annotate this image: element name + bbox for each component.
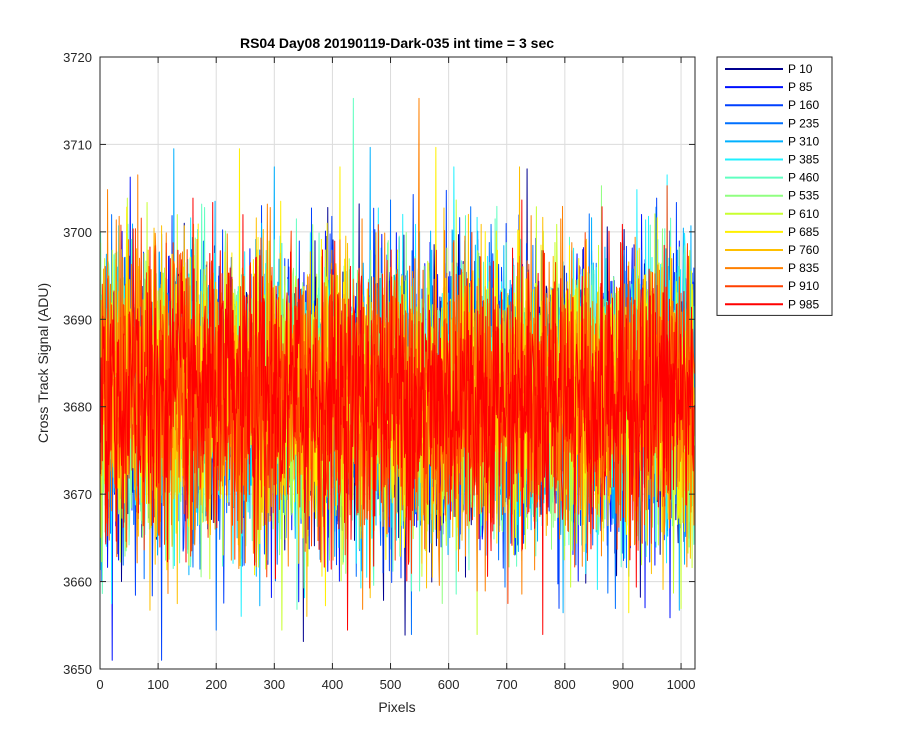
legend-label: P 10	[788, 62, 813, 76]
x-axis-label: Pixels	[378, 699, 415, 715]
y-tick-label: 3700	[63, 225, 92, 240]
axes-box	[99, 56, 696, 670]
y-tick-label: 3680	[63, 400, 92, 415]
x-tick-label: 600	[438, 677, 460, 692]
y-tick-label: 3660	[63, 575, 92, 590]
x-tick-label: 1000	[667, 677, 696, 692]
y-axis-label: Cross Track Signal (ADU)	[35, 283, 51, 443]
x-tick-label: 500	[380, 677, 402, 692]
legend-label: P 685	[788, 225, 819, 239]
legend-label: P 385	[788, 153, 819, 167]
legend-label: P 160	[788, 98, 819, 112]
x-tick-label: 900	[612, 677, 634, 692]
y-tick-label: 3670	[63, 487, 92, 502]
x-tick-label: 300	[263, 677, 285, 692]
series-line	[99, 197, 695, 636]
x-tick-label: 400	[322, 677, 344, 692]
y-tick-label: 3690	[63, 312, 92, 327]
x-tick-label: 200	[205, 677, 227, 692]
axis-ticks: 0 100 200 300 400 500 600 700 800 900 1000 3650 3660…	[63, 50, 695, 692]
legend-label: P 535	[788, 189, 819, 203]
series-lines	[99, 97, 695, 661]
x-tick-label: 100	[147, 677, 169, 692]
chart-title: RS04 Day08 20190119-Dark-035 int time = …	[240, 35, 554, 51]
legend-label: P 85	[788, 80, 813, 94]
legend: P 10 P 85 P 160 P 235 P 310 P 385 P 460 P 535 P …	[716, 56, 833, 316]
legend-label: P 910	[788, 279, 819, 293]
x-tick-label: 0	[96, 677, 103, 692]
legend-label: P 460	[788, 171, 819, 185]
legend-label: P 310	[788, 134, 819, 148]
legend-label: P 985	[788, 297, 819, 311]
legend-label: P 760	[788, 243, 819, 257]
y-tick-label: 3720	[63, 50, 92, 65]
legend-label: P 835	[788, 261, 819, 275]
legend-label: P 235	[788, 116, 819, 130]
y-tick-label: 3650	[63, 662, 92, 677]
legend-label: P 610	[788, 207, 819, 221]
legend-box	[716, 56, 833, 316]
y-tick-label: 3710	[63, 137, 92, 152]
x-tick-label: 800	[554, 677, 576, 692]
x-tick-label: 700	[496, 677, 518, 692]
